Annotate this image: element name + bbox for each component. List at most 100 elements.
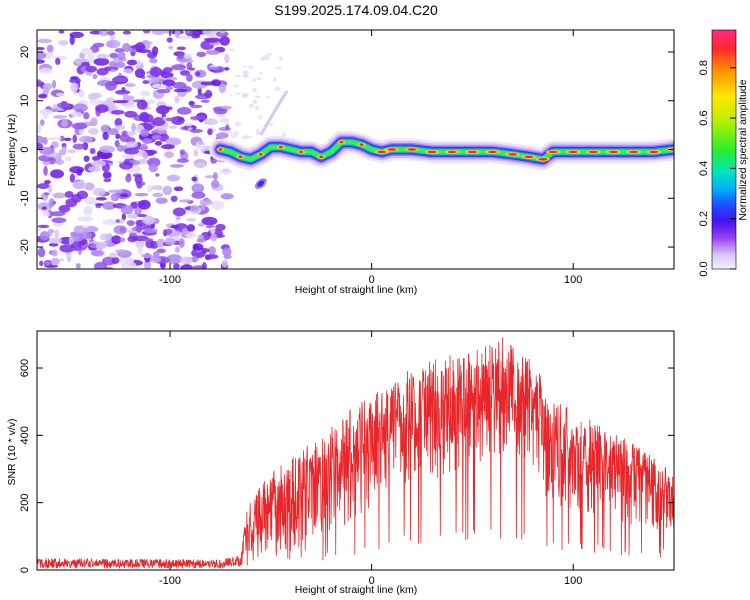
- noise-blob: [119, 237, 126, 243]
- noise-blob: [165, 137, 182, 146]
- noise-blob: [134, 68, 146, 79]
- noise-blob: [180, 256, 194, 265]
- noise-blob: [46, 44, 54, 53]
- ridge-hotspot-core: [488, 150, 498, 154]
- noise-blob: [102, 171, 112, 179]
- colorbar-label: Normalized spectral amplitude: [737, 79, 749, 220]
- noise-blob: [229, 94, 233, 97]
- noise-blob: [173, 186, 184, 192]
- noise-blob: [186, 224, 196, 232]
- colorbar-tick-label: 0.6: [698, 110, 710, 125]
- noise-blob: [189, 104, 203, 109]
- noise-blob: [109, 34, 115, 41]
- noise-blob: [207, 128, 213, 136]
- noise-blob: [184, 122, 193, 127]
- noise-blob: [37, 46, 45, 51]
- spectrogram-x-ticks: -100 0 100: [159, 30, 582, 286]
- noise-blob: [70, 82, 79, 92]
- snr-x-ticks: -100 0 100: [159, 331, 582, 587]
- noise-blob: [50, 169, 65, 179]
- noise-blob: [114, 89, 131, 95]
- noise-blob: [121, 261, 137, 269]
- noise-blob: [120, 193, 129, 198]
- noise-blob: [100, 124, 110, 135]
- noise-blob: [136, 49, 152, 53]
- ridge-hotspot-core: [548, 150, 558, 154]
- noise-blob: [193, 162, 207, 168]
- noise-blob: [159, 263, 166, 269]
- ridge-hotspot-core: [649, 150, 659, 154]
- noise-blob: [266, 95, 270, 99]
- noise-blob: [198, 141, 204, 145]
- noise-blob: [170, 164, 184, 168]
- noise-blob: [196, 238, 207, 243]
- noise-blob: [44, 180, 51, 185]
- noise-blob: [234, 74, 241, 78]
- noise-blob: [176, 46, 186, 51]
- noise-blob: [179, 70, 191, 76]
- noise-blob: [156, 238, 166, 248]
- noise-blob: [187, 59, 194, 63]
- noise-blob: [37, 59, 45, 64]
- noise-blob: [104, 81, 117, 91]
- noise-blob: [86, 53, 95, 63]
- spectrogram-y-tick-label: 10: [19, 95, 31, 107]
- snr-series-line: [37, 337, 674, 569]
- noise-blob: [50, 257, 60, 266]
- noise-blob: [154, 140, 163, 146]
- noise-blob: [218, 83, 227, 93]
- noise-blob: [224, 54, 230, 64]
- noise-blob: [65, 198, 78, 208]
- noise-blob: [164, 228, 173, 235]
- noise-blob: [162, 185, 173, 196]
- noise-blob: [59, 244, 75, 253]
- noise-blob: [127, 235, 138, 243]
- spectrogram-y-tick-label: -10: [19, 190, 31, 206]
- ridge-hotspot-core: [524, 155, 534, 159]
- colorbar-tick-label: 0.8: [698, 60, 710, 75]
- noise-blob: [165, 117, 179, 122]
- noise-blob: [176, 158, 190, 163]
- noise-blob: [143, 228, 158, 234]
- noise-blob: [48, 242, 59, 247]
- noise-blob: [166, 254, 183, 264]
- noise-blob: [224, 67, 230, 71]
- noise-blob: [66, 149, 76, 154]
- noise-blob: [151, 46, 159, 56]
- noise-blob: [225, 124, 230, 131]
- noise-blob: [136, 100, 148, 110]
- noise-blob: [44, 261, 51, 266]
- spectrogram-noise-region: [37, 30, 286, 269]
- noise-blob: [52, 115, 67, 119]
- noise-blob: [195, 140, 206, 150]
- noise-blob: [155, 197, 168, 204]
- noise-blob: [186, 61, 193, 70]
- noise-blob: [77, 216, 94, 222]
- noise-blob: [137, 245, 143, 255]
- noise-blob: [69, 173, 76, 183]
- noise-blob: [110, 193, 120, 202]
- ridge-hotspot-core: [588, 150, 598, 154]
- colorbar: 0.0 0.2 0.4 0.6 0.8 Normalized spectral ampl…: [698, 29, 749, 277]
- ridge-hotspot-core: [319, 155, 324, 159]
- noise-blob: [202, 30, 218, 36]
- noise-blob: [174, 96, 180, 104]
- noise-blob: [148, 163, 158, 173]
- noise-blob: [235, 92, 241, 96]
- noise-blob: [205, 37, 221, 43]
- figure-title: S199.2025.174.09.04.C20: [274, 2, 438, 18]
- noise-blob: [205, 254, 219, 260]
- noise-blob: [83, 112, 90, 120]
- noise-blob: [170, 195, 178, 202]
- noise-blob: [220, 193, 234, 200]
- noise-blob: [174, 246, 180, 253]
- noise-blob: [174, 235, 182, 241]
- noise-blob: [254, 95, 261, 99]
- noise-blob: [171, 64, 187, 71]
- ridge-hotspot-core: [359, 143, 364, 146]
- noise-blob: [85, 65, 98, 73]
- noise-blob: [178, 199, 192, 203]
- snr-x-tick-label: 100: [564, 575, 582, 587]
- noise-blob: [122, 30, 132, 35]
- noise-blob: [95, 196, 107, 201]
